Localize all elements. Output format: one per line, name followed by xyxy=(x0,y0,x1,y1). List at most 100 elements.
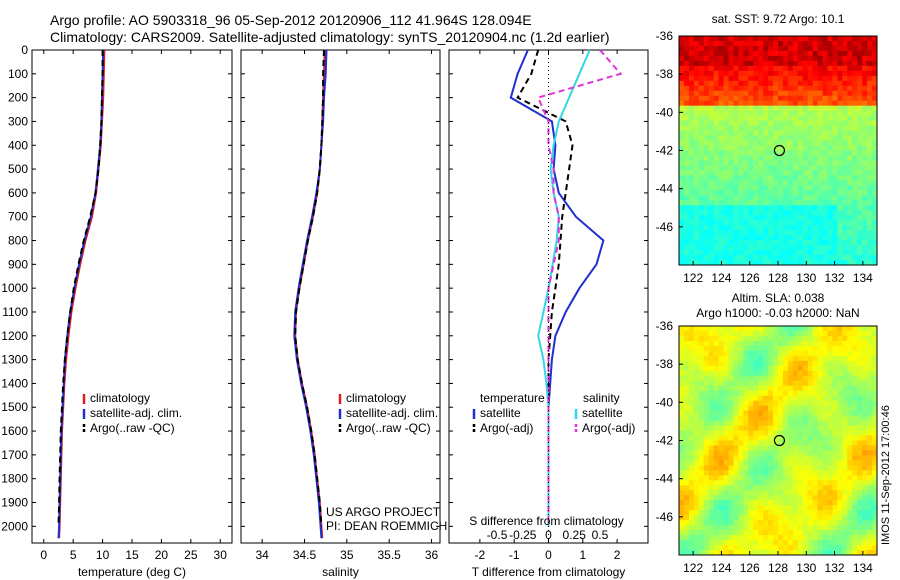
map-cell xyxy=(867,145,873,151)
map-cell xyxy=(852,460,858,466)
map-cell xyxy=(778,430,784,437)
map-cell xyxy=(683,326,690,332)
map-cell xyxy=(758,455,764,461)
map-cell xyxy=(832,235,838,241)
map-cell xyxy=(797,400,804,407)
map-cell xyxy=(842,330,848,337)
map-cell xyxy=(773,210,779,216)
map-cell xyxy=(773,190,779,196)
map-cell xyxy=(837,540,843,546)
map-cell xyxy=(738,545,744,551)
map-cell xyxy=(807,375,814,382)
map-cell xyxy=(708,36,715,42)
map-cell xyxy=(817,475,824,481)
map-cell xyxy=(852,155,858,161)
map-cell xyxy=(768,180,774,186)
map-cell xyxy=(708,515,715,521)
map-cell xyxy=(679,435,685,441)
map-cell xyxy=(822,95,828,102)
y-tick-label: 1600 xyxy=(1,424,28,438)
map-cell xyxy=(698,485,705,491)
map-cell xyxy=(842,115,848,122)
map-cell xyxy=(753,470,759,476)
map-cell xyxy=(872,535,878,541)
map-cell xyxy=(847,335,853,342)
map-cell xyxy=(688,510,695,516)
map-cell xyxy=(768,75,774,82)
map-cell xyxy=(733,170,739,176)
map-cell xyxy=(807,410,814,417)
map-cell xyxy=(773,155,779,161)
map-cell xyxy=(832,470,838,476)
map-cell xyxy=(827,195,833,201)
map-cell xyxy=(688,190,695,196)
map-cell xyxy=(792,225,799,231)
map-cell xyxy=(713,105,720,112)
map-cell xyxy=(708,135,715,142)
map-cell xyxy=(852,470,858,476)
map-cell xyxy=(807,230,814,236)
map-cell xyxy=(807,165,814,171)
map-cell xyxy=(758,205,764,211)
map-cell xyxy=(872,95,878,102)
map-cell xyxy=(787,540,794,546)
map-cell xyxy=(773,485,779,491)
x-tick-label: 34.5 xyxy=(293,548,317,562)
map-cell xyxy=(713,150,720,156)
map-cell xyxy=(787,440,794,446)
map-cell xyxy=(773,185,779,191)
map-cell xyxy=(842,240,848,246)
map-cell xyxy=(842,435,848,441)
map-cell xyxy=(792,150,799,156)
map-cell xyxy=(743,65,749,72)
map-cell xyxy=(872,440,878,446)
map-cell xyxy=(763,210,769,216)
map-cell xyxy=(758,180,764,186)
map-cell xyxy=(693,65,700,72)
map-cell xyxy=(787,395,794,402)
map-cell xyxy=(867,465,873,471)
map-cell xyxy=(872,260,878,266)
map-cell xyxy=(713,505,720,511)
map-cell xyxy=(807,525,814,531)
map-cell xyxy=(867,50,873,57)
map-cell xyxy=(748,45,754,52)
map-cell xyxy=(827,70,833,77)
map-cell xyxy=(723,530,729,536)
map-cell xyxy=(713,255,720,261)
map-cell xyxy=(693,245,700,251)
map-cell xyxy=(693,170,700,176)
map-cell xyxy=(728,445,734,451)
map-cell xyxy=(728,245,734,251)
map-cell xyxy=(842,345,848,352)
map-cell xyxy=(748,60,754,67)
map-cell xyxy=(693,430,700,437)
map-cell xyxy=(773,75,779,82)
map-cell xyxy=(743,455,749,461)
map-cell xyxy=(683,36,690,42)
map-cell xyxy=(797,95,804,102)
map-cell xyxy=(743,495,749,501)
map-cell xyxy=(753,95,759,102)
map-cell xyxy=(832,345,838,352)
map-cell xyxy=(862,410,868,417)
map-cell xyxy=(683,90,690,97)
map-cell xyxy=(837,390,843,397)
y-tick-label: 500 xyxy=(8,162,28,176)
map-cell xyxy=(753,235,759,241)
map-cell xyxy=(802,205,809,211)
map-cell xyxy=(807,370,814,377)
map-cell xyxy=(802,255,809,261)
map-cell xyxy=(857,190,863,196)
map-cell xyxy=(693,70,700,77)
map-cell xyxy=(832,140,838,147)
map-cell xyxy=(693,425,700,432)
map-cell xyxy=(733,510,739,516)
map-cell xyxy=(713,155,720,161)
map-cell xyxy=(792,365,799,372)
map-cell xyxy=(832,350,838,357)
map-cell xyxy=(822,125,828,132)
map-cell xyxy=(857,535,863,541)
map-cell xyxy=(822,175,828,181)
map-cell xyxy=(822,40,828,47)
